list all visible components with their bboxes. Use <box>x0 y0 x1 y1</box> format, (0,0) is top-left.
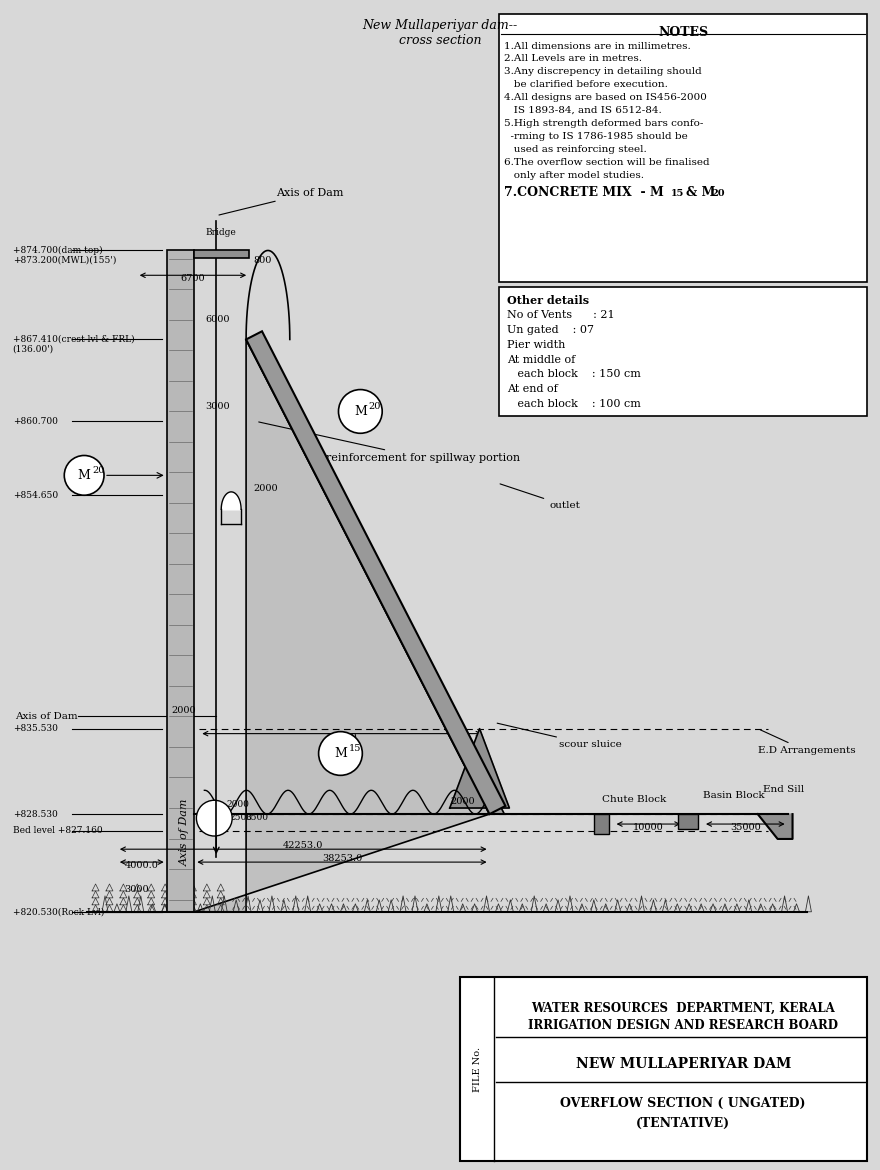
Text: +860.700: +860.700 <box>12 417 57 426</box>
Text: End Sill: End Sill <box>763 785 804 794</box>
Text: 2000: 2000 <box>227 800 250 808</box>
Text: each block    : 100 cm: each block : 100 cm <box>508 399 642 410</box>
FancyBboxPatch shape <box>500 287 867 417</box>
Text: only after model studies.: only after model studies. <box>504 171 644 180</box>
Circle shape <box>64 455 104 495</box>
Text: M: M <box>77 469 91 482</box>
Text: 4000.0: 4000.0 <box>125 861 158 870</box>
Text: NEW MULLAPERIYAR DAM: NEW MULLAPERIYAR DAM <box>576 1057 791 1071</box>
Text: 6700: 6700 <box>180 274 205 283</box>
Text: OVERFLOW SECTION ( UNGATED): OVERFLOW SECTION ( UNGATED) <box>561 1096 806 1109</box>
Text: 2000: 2000 <box>253 483 278 493</box>
Text: +854.650: +854.650 <box>12 490 58 500</box>
Text: 35000: 35000 <box>730 823 760 832</box>
Text: be clarified before execution.: be clarified before execution. <box>504 81 668 89</box>
Polygon shape <box>246 339 504 814</box>
Text: NOTES: NOTES <box>658 26 708 39</box>
Text: 20: 20 <box>711 188 725 198</box>
Text: 42253.0: 42253.0 <box>283 841 324 851</box>
Text: 15: 15 <box>348 744 361 753</box>
Text: 20: 20 <box>92 466 105 475</box>
Text: Un gated    : 07: Un gated : 07 <box>508 325 594 335</box>
Text: (136.00'): (136.00') <box>12 345 54 353</box>
Text: Basin Block: Basin Block <box>703 791 765 800</box>
Circle shape <box>339 390 382 433</box>
Text: cross section: cross section <box>399 34 481 47</box>
Polygon shape <box>194 339 489 911</box>
Text: reinforcement for spillway portion: reinforcement for spillway portion <box>259 422 520 463</box>
Text: used as reinforcing steel.: used as reinforcing steel. <box>504 145 647 154</box>
Text: Pier width: Pier width <box>508 339 566 350</box>
Text: New Mullaperiyar dam--: New Mullaperiyar dam-- <box>363 19 517 32</box>
Text: IS 1893-84, and IS 6512-84.: IS 1893-84, and IS 6512-84. <box>504 106 662 115</box>
Text: 5.High strength deformed bars confo-: 5.High strength deformed bars confo- <box>504 119 704 128</box>
Text: Other details: Other details <box>508 295 590 305</box>
Text: At end of: At end of <box>508 384 558 394</box>
Text: 2500: 2500 <box>230 813 253 823</box>
Text: 25000: 25000 <box>326 732 357 742</box>
Text: 6000: 6000 <box>205 315 230 324</box>
Text: M: M <box>354 405 367 418</box>
Text: 2.All Levels are in metres.: 2.All Levels are in metres. <box>504 55 642 63</box>
Text: 2000: 2000 <box>450 798 474 806</box>
Text: Axis of Dam: Axis of Dam <box>180 799 189 866</box>
Text: 7.CONCRETE MIX  - M: 7.CONCRETE MIX - M <box>504 186 664 199</box>
Text: 10000: 10000 <box>633 823 664 832</box>
Text: Bed level +827.160: Bed level +827.160 <box>12 826 102 835</box>
Polygon shape <box>246 331 505 814</box>
Text: FILE No.: FILE No. <box>473 1047 482 1092</box>
Text: 15: 15 <box>671 188 685 198</box>
Text: outlet: outlet <box>500 484 580 510</box>
Text: Chute Block: Chute Block <box>602 794 666 804</box>
Text: Axis of Dam: Axis of Dam <box>219 188 343 215</box>
Text: 3.Any discrepency in detailing should: 3.Any discrepency in detailing should <box>504 68 702 76</box>
Text: (TENTATIVE): (TENTATIVE) <box>636 1116 730 1129</box>
Text: 3500: 3500 <box>246 813 268 823</box>
Text: +820.530(Rock Lvl): +820.530(Rock Lvl) <box>12 907 104 916</box>
Text: & M: & M <box>686 186 715 199</box>
FancyBboxPatch shape <box>678 814 698 830</box>
Text: 1.All dimensions are in millimetres.: 1.All dimensions are in millimetres. <box>504 42 691 50</box>
Text: Axis of Dam: Axis of Dam <box>15 711 77 721</box>
Text: 3000: 3000 <box>205 402 230 411</box>
Text: 3000: 3000 <box>124 885 149 894</box>
Text: 800: 800 <box>253 256 271 264</box>
Text: WATER RESOURCES  DEPARTMENT, KERALA: WATER RESOURCES DEPARTMENT, KERALA <box>532 1003 835 1016</box>
Text: IRRIGATION DESIGN AND RESEARCH BOARD: IRRIGATION DESIGN AND RESEARCH BOARD <box>528 1019 839 1032</box>
FancyBboxPatch shape <box>594 814 609 834</box>
Polygon shape <box>758 814 793 839</box>
Text: +835.530: +835.530 <box>12 724 57 734</box>
Text: each block    : 150 cm: each block : 150 cm <box>508 370 642 379</box>
Text: +874.700(dam top): +874.700(dam top) <box>12 246 102 255</box>
Text: 2000: 2000 <box>172 706 196 715</box>
Text: Bridge: Bridge <box>206 227 237 236</box>
Text: +867.410(crest lvl & FRL): +867.410(crest lvl & FRL) <box>12 335 135 344</box>
Text: +873.200(MWL)(155'): +873.200(MWL)(155') <box>12 256 116 264</box>
Polygon shape <box>166 250 194 911</box>
FancyBboxPatch shape <box>459 977 867 1162</box>
Polygon shape <box>450 729 510 808</box>
Text: At middle of: At middle of <box>508 355 576 365</box>
Text: 6.The overflow section will be finalised: 6.The overflow section will be finalised <box>504 158 710 167</box>
Text: 20: 20 <box>369 402 381 411</box>
Text: -rming to IS 1786-1985 should be: -rming to IS 1786-1985 should be <box>504 132 688 140</box>
Text: 38253.0: 38253.0 <box>322 854 362 863</box>
Text: E.D Arrangements: E.D Arrangements <box>758 730 855 756</box>
Text: +828.530: +828.530 <box>12 810 57 819</box>
Text: 4.All designs are based on IS456-2000: 4.All designs are based on IS456-2000 <box>504 94 708 102</box>
FancyBboxPatch shape <box>500 14 867 282</box>
Circle shape <box>319 731 363 776</box>
Circle shape <box>196 800 232 837</box>
Text: No of Vents      : 21: No of Vents : 21 <box>508 310 615 319</box>
Text: scour sluice: scour sluice <box>497 723 622 750</box>
FancyBboxPatch shape <box>194 250 249 259</box>
Text: M: M <box>334 746 347 760</box>
